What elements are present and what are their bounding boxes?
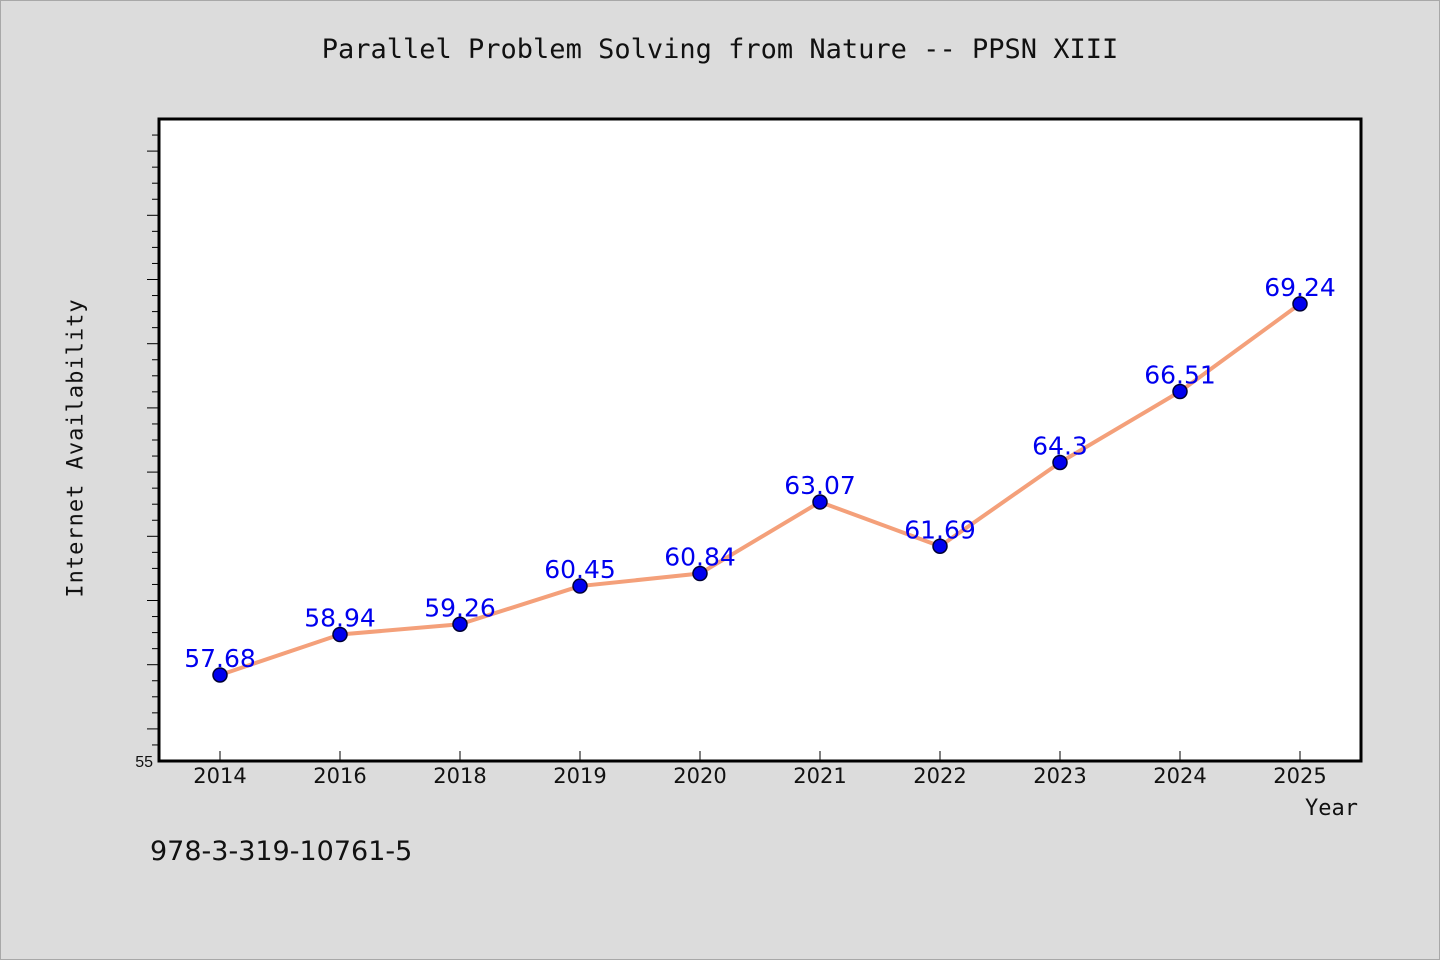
data-label: 69.24 (1264, 273, 1336, 302)
y-axis-tick-labels: 55 (135, 754, 153, 771)
x-tick-label: 2024 (1153, 764, 1206, 788)
data-label: 58.94 (304, 604, 376, 633)
data-point (452, 616, 468, 633)
x-tick-label: 2016 (313, 764, 366, 788)
data-point (932, 538, 948, 555)
data-label: 59.26 (424, 593, 496, 622)
x-axis-tick-labels: 2014 2016 2018 2019 2020 2021 2022 2023 2024 2025 (193, 764, 1326, 788)
series-line (218, 301, 1302, 677)
x-tick-label: 2021 (793, 764, 846, 788)
isbn-text: 978-3-319-10761-5 (150, 836, 413, 867)
chart-title: Parallel Problem Solving from Nature -- … (321, 34, 1119, 65)
data-label: 60.45 (544, 555, 616, 584)
x-tick-label: 2018 (433, 764, 486, 788)
data-label: 64.3 (1032, 431, 1088, 460)
x-tick-label: 2019 (553, 764, 606, 788)
data-label: 66.51 (1144, 361, 1216, 390)
data-point (212, 667, 228, 683)
x-tick-label: 2020 (673, 764, 726, 788)
x-tick-label: 2022 (913, 764, 966, 788)
data-point (1172, 383, 1188, 400)
data-point (332, 626, 348, 643)
data-point (1292, 296, 1308, 312)
x-axis-label: Year (1305, 796, 1358, 821)
x-tick-label: 2025 (1273, 764, 1326, 788)
series-group: 57.68 58.94 59.26 60.45 60.84 63.07 61.69 64.3 6… (184, 273, 1336, 683)
data-point (572, 578, 588, 594)
data-point (692, 565, 708, 582)
data-label: 60.84 (664, 543, 736, 572)
y-tick-label: 55 (135, 754, 153, 771)
data-label: 61.69 (904, 515, 976, 544)
data-point (1052, 454, 1068, 471)
plot-border (157, 117, 1363, 763)
plot-area (159, 119, 1361, 761)
data-label: 57.68 (184, 644, 256, 673)
data-label: 63.07 (784, 471, 856, 500)
data-point (812, 494, 828, 510)
x-tick-label: 2023 (1033, 764, 1086, 788)
x-tick-label: 2014 (193, 764, 246, 788)
